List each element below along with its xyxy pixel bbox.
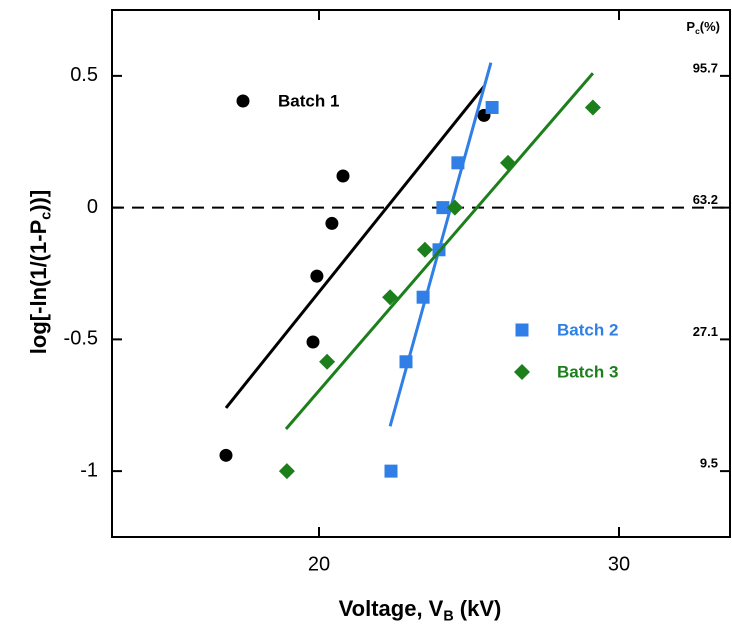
fit-line [224,85,486,409]
data-point [416,290,430,304]
subscript: c [695,26,700,36]
x-tick-label: 20 [308,553,330,575]
data-point [325,216,339,230]
y2-tick-label: 9.5 [700,456,718,471]
y-tick-label: -1 [80,459,98,481]
label-part: P [686,19,695,34]
data-point [306,335,320,349]
fit-line [284,72,595,430]
data-point [500,154,516,171]
data-point [584,99,601,116]
data-point [436,201,450,215]
legend-label: Batch 2 [557,320,618,339]
plot-frame [111,9,731,538]
subscript: c [38,212,54,220]
data-point [310,269,324,283]
legend-marker [514,364,530,380]
data-point [219,448,233,462]
label-part: (%) [700,19,720,34]
data-point [451,156,465,170]
data-point [416,241,433,258]
label-part: ))] [26,190,51,212]
legend-marker [236,94,250,108]
data-point [446,199,463,216]
axis-label: log[-ln(1/(1-Pc))] [26,190,55,354]
label-part: Voltage, V [339,596,444,621]
label-part: (kV) [454,596,502,621]
subscript: B [443,608,453,624]
data-point [278,463,295,480]
y2-tick-label: 27.1 [693,324,718,339]
legend-label: Batch 3 [557,362,618,381]
data-point [485,100,499,114]
data-point [382,289,399,306]
axis-label: Pc(%) [686,19,720,36]
y-tick-label: 0.5 [70,64,98,86]
data-point [336,169,350,183]
data-point [319,353,336,370]
legend-label: Batch 1 [278,91,339,110]
label-part: log[-ln(1/(1-P [26,220,51,354]
legend-marker [515,323,529,337]
y-tick-label: -0.5 [64,328,98,350]
data-point [399,355,413,369]
x-tick-label: 30 [608,553,630,575]
y-tick-label: 0 [87,196,98,218]
y2-tick-label: 63.2 [693,192,718,207]
axis-label: Voltage, VB (kV) [339,596,502,625]
y2-tick-label: 95.7 [693,60,718,75]
data-point [384,464,398,478]
